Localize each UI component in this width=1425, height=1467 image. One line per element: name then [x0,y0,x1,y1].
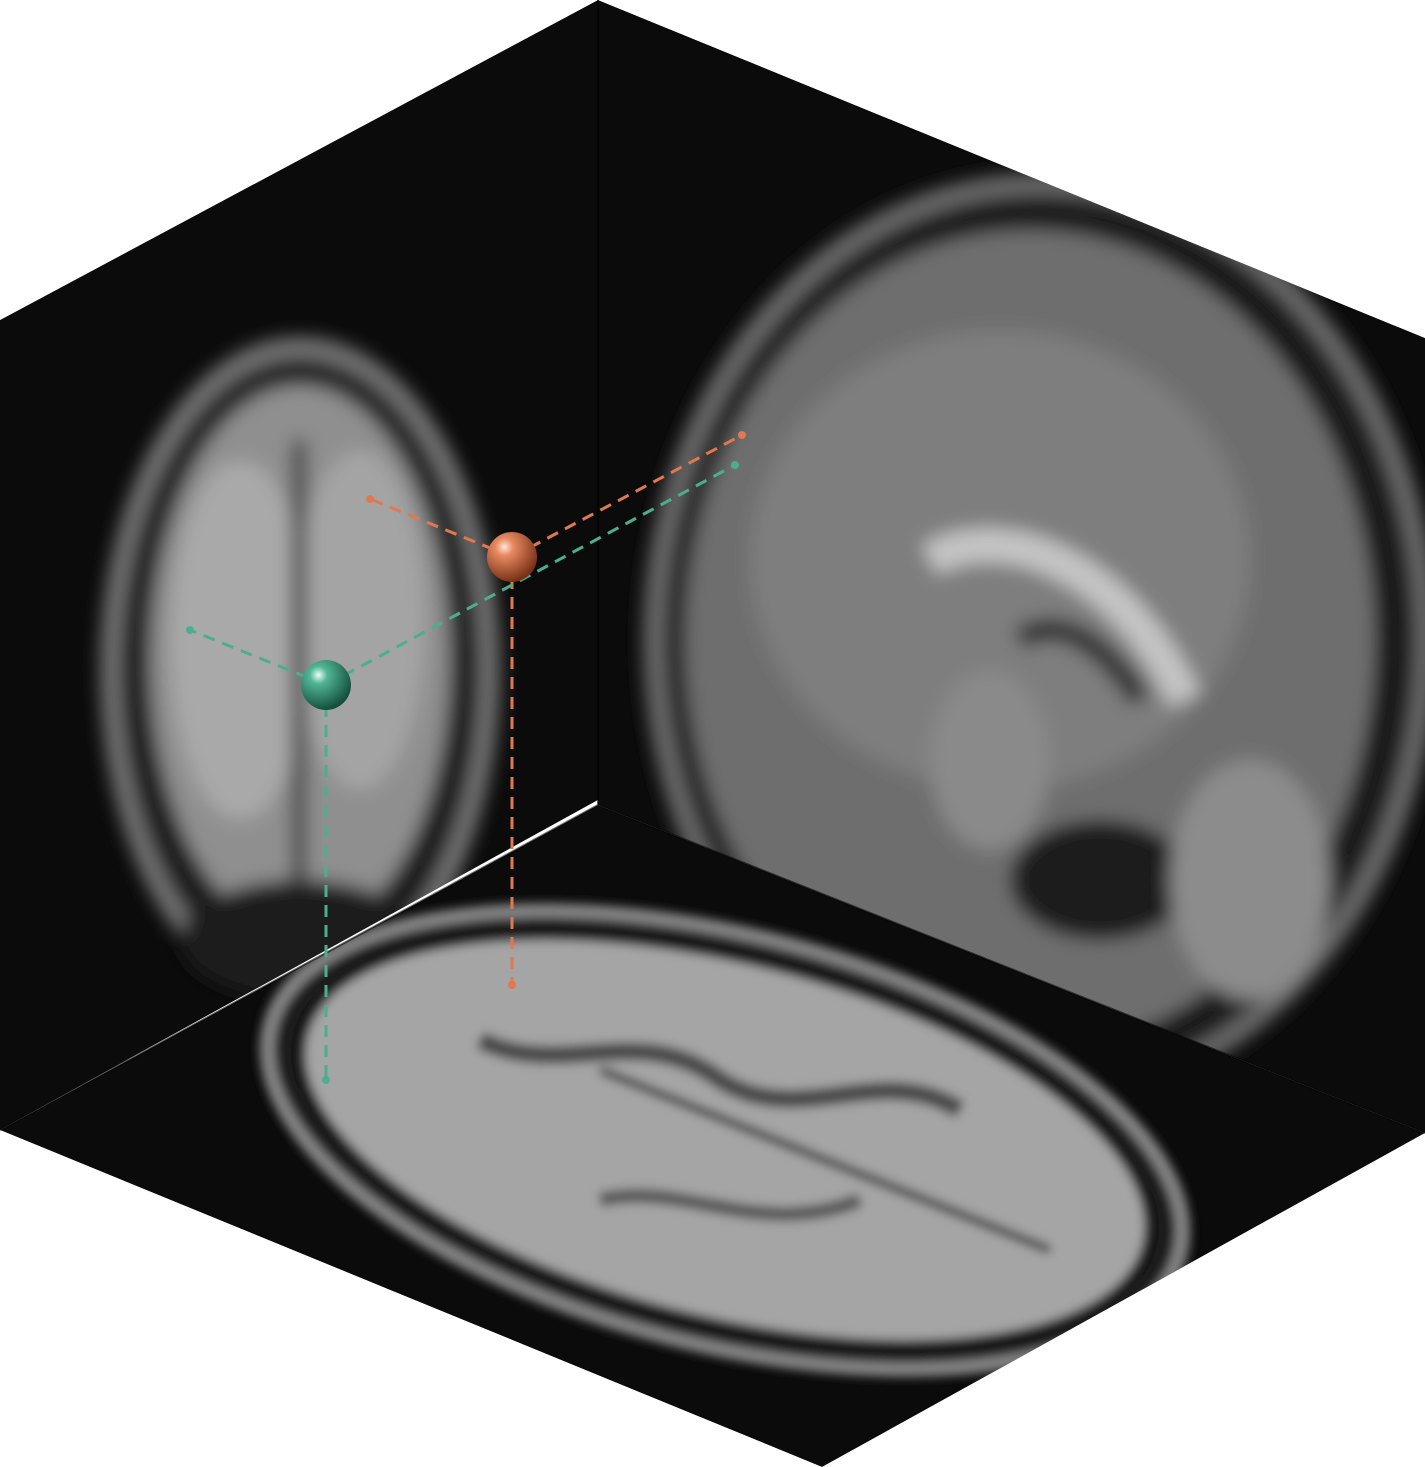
sagittal-slice-face [598,0,1425,1133]
axial-slice-face [0,805,1425,1467]
orange-projection-lines [369,433,743,985]
teal-marker-sphere[interactable] [301,660,351,710]
cube-edges [0,0,1425,1134]
orange-marker-sphere[interactable] [487,532,537,582]
coronal-slice-face [0,0,598,1130]
orange-projection-dots [366,431,746,989]
teal-projection-dots [186,461,739,1084]
